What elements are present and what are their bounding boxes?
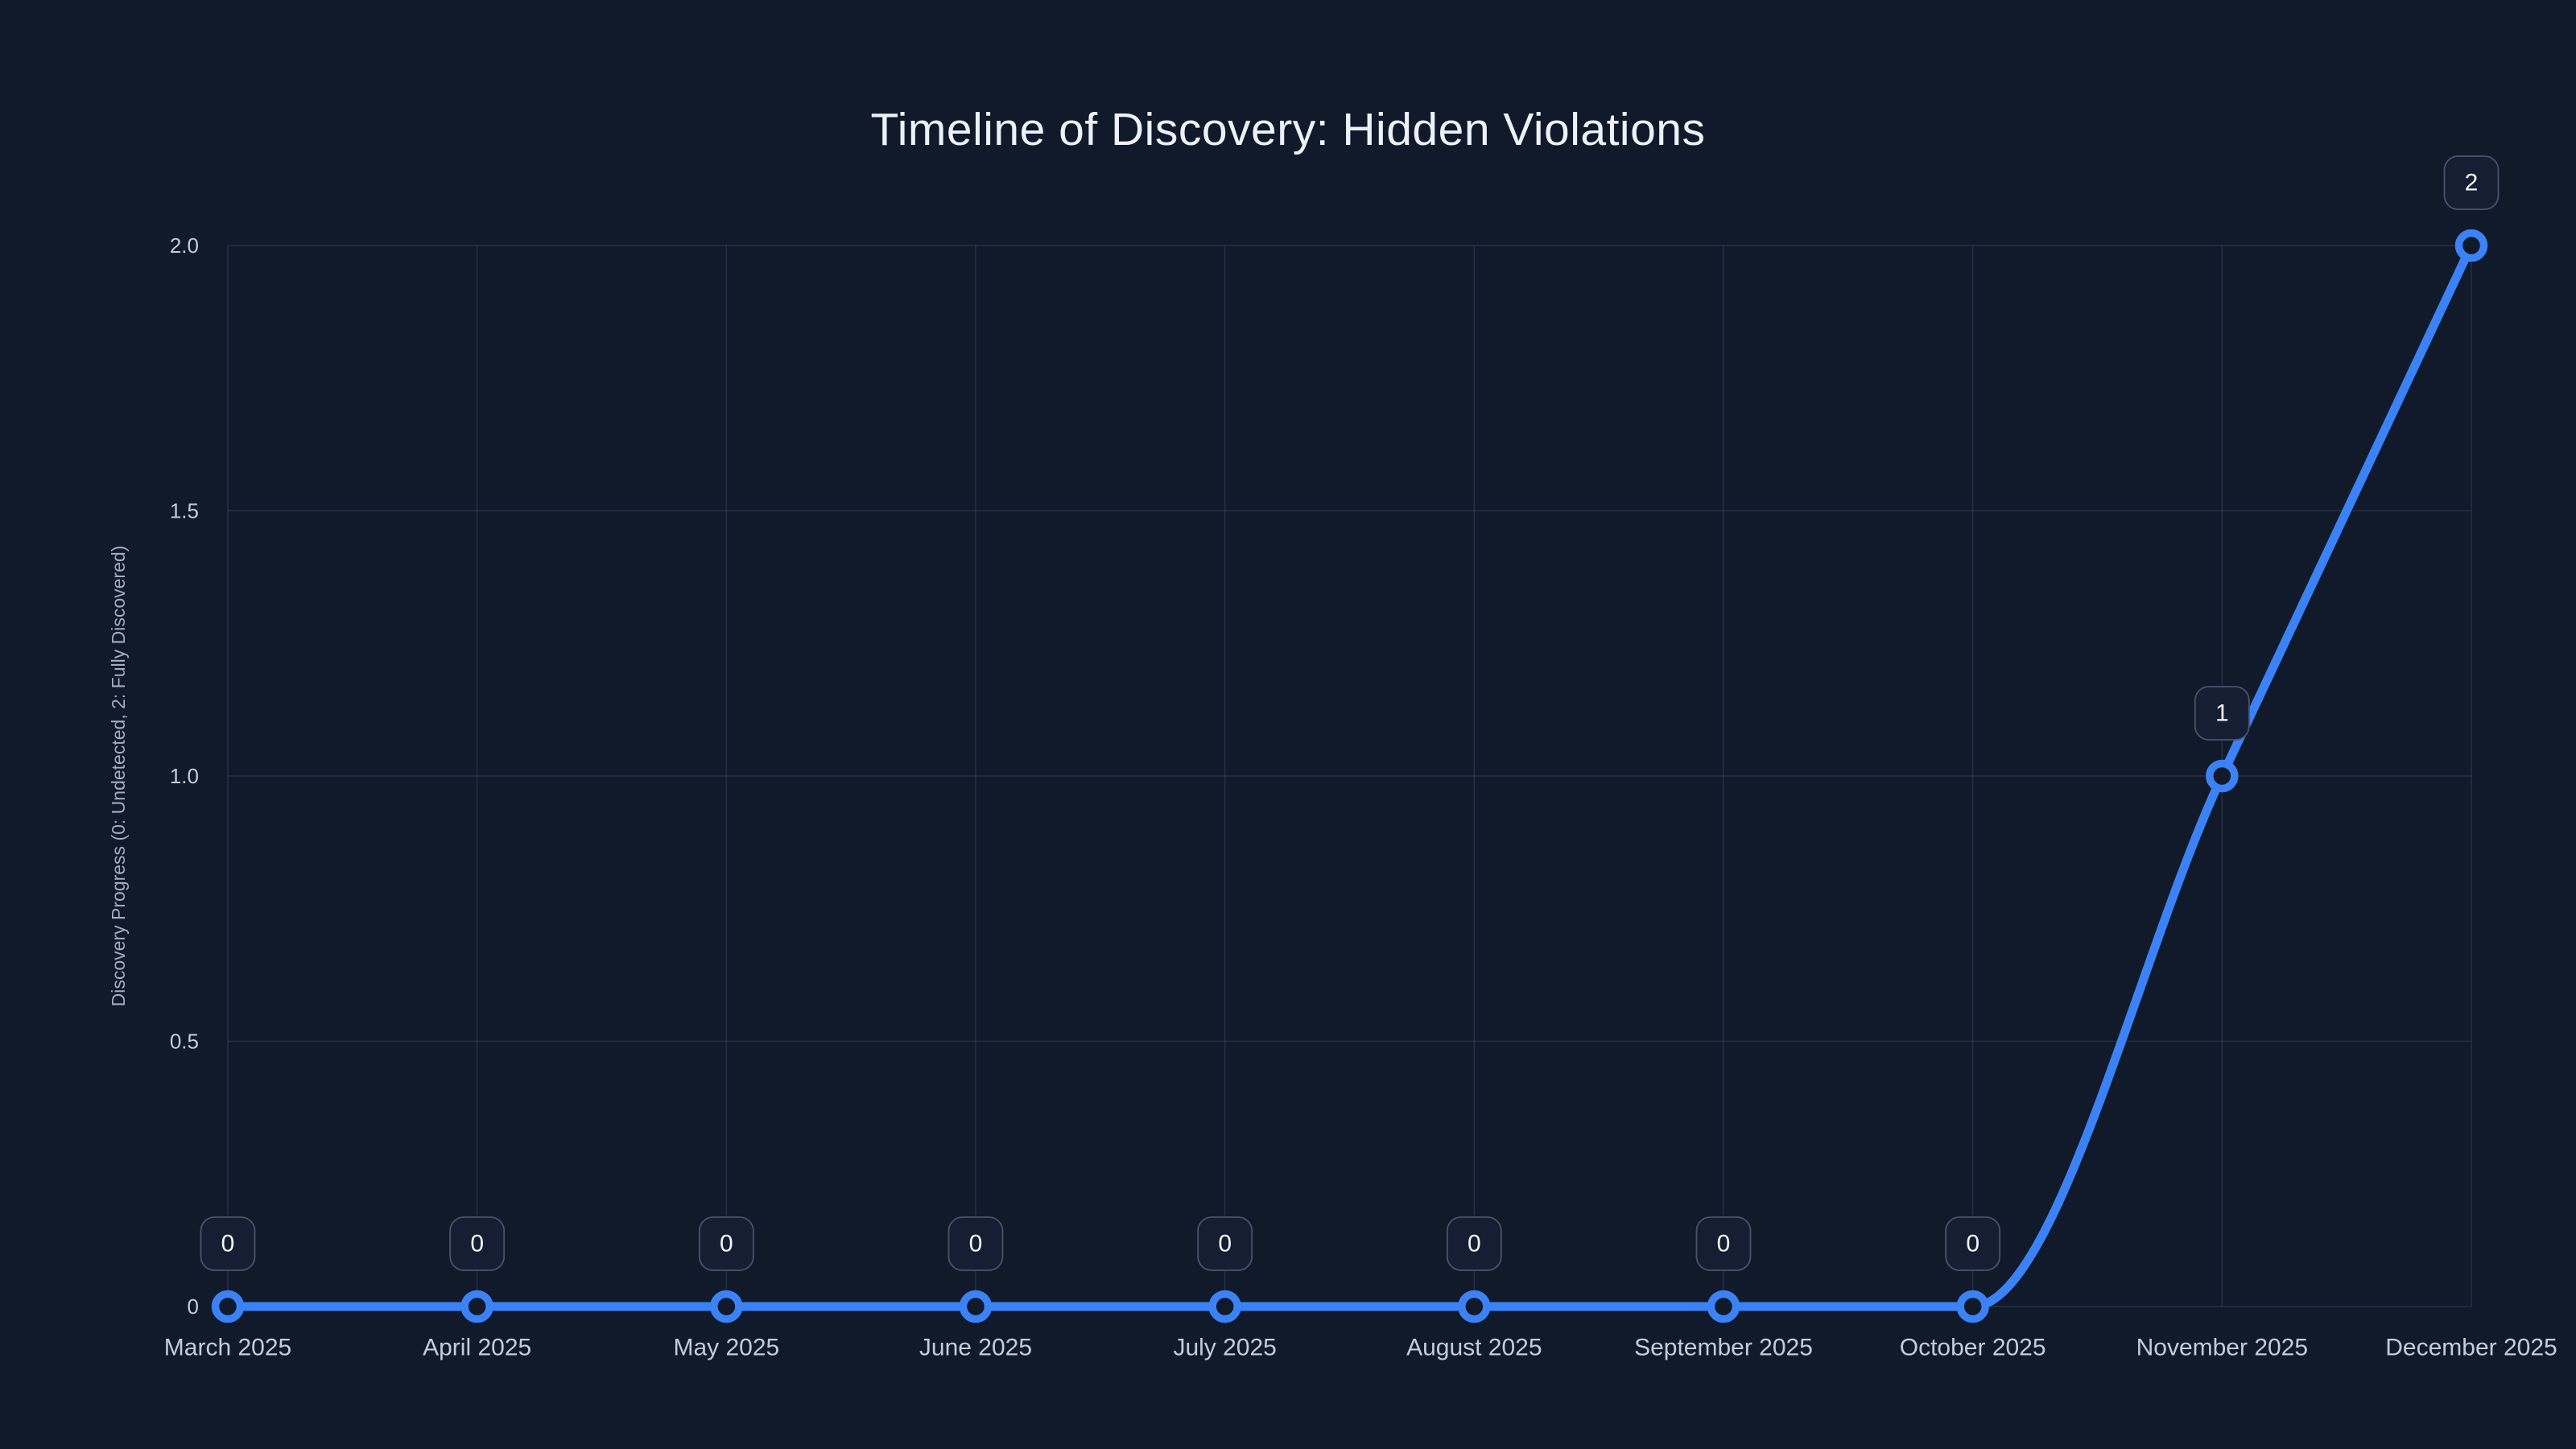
x-tick-label-june-2025: June 2025 [919,1335,1032,1361]
y-tick-label-0: 0 [188,1294,199,1319]
data-point-november-2025[interactable] [2206,759,2239,793]
y-axis-title: Discovery Progress (0: Undetected, 2: Fu… [108,546,129,1007]
data-point-august-2025[interactable] [1458,1290,1491,1323]
data-point-december-2025[interactable] [2454,229,2488,262]
value-badge-label-may-2025: 0 [720,1231,733,1257]
x-tick-label-august-2025: August 2025 [1406,1335,1542,1361]
value-badge-label-june-2025: 0 [969,1231,983,1257]
x-tick-label-march-2025: March 2025 [164,1335,291,1361]
data-point-march-2025[interactable] [211,1290,245,1323]
x-tick-label-may-2025: May 2025 [673,1335,779,1361]
chart-title: Timeline of Discovery: Hidden Violations [870,104,1706,155]
x-tick-label-april-2025: April 2025 [423,1335,531,1361]
x-tick-label-november-2025: November 2025 [2136,1335,2308,1361]
value-badge-label-august-2025: 0 [1468,1231,1481,1257]
x-tick-label-october-2025: October 2025 [1900,1335,2046,1361]
value-badge-label-november-2025: 1 [2215,700,2229,727]
value-badge-label-december-2025: 2 [2465,170,2479,196]
data-point-september-2025[interactable] [1707,1290,1740,1323]
data-point-june-2025[interactable] [959,1290,993,1323]
value-badge-june-2025 [947,1216,1004,1271]
y-tick-label-1.0: 1.0 [170,764,199,788]
x-tick-label-july-2025: July 2025 [1173,1335,1276,1361]
value-badge-label-july-2025: 0 [1218,1231,1232,1257]
y-tick-label-1.5: 1.5 [170,499,199,523]
value-badge-label-september-2025: 0 [1717,1231,1731,1257]
value-badge-label-april-2025: 0 [470,1231,484,1257]
x-tick-label-september-2025: September 2025 [1634,1335,1813,1361]
data-point-may-2025[interactable] [710,1290,743,1323]
value-badge-label-october-2025: 0 [1966,1231,1979,1257]
data-point-april-2025[interactable] [460,1290,493,1323]
data-point-july-2025[interactable] [1208,1290,1241,1323]
value-badge-september-2025 [1695,1216,1752,1271]
value-badge-august-2025 [1446,1216,1502,1271]
value-badge-december-2025 [2443,155,2500,210]
data-point-october-2025[interactable] [1956,1290,1989,1323]
value-badge-july-2025 [1197,1216,1253,1271]
x-tick-label-december-2025: December 2025 [2385,1335,2557,1361]
value-badge-october-2025 [1945,1216,2001,1271]
value-badge-november-2025 [2194,686,2250,741]
value-badge-may-2025 [698,1216,754,1271]
y-tick-label-0.5: 0.5 [170,1030,199,1054]
y-tick-label-2.0: 2.0 [170,233,199,258]
value-badge-march-2025 [200,1216,256,1271]
value-badge-label-march-2025: 0 [221,1231,235,1257]
value-badge-april-2025 [449,1216,506,1271]
